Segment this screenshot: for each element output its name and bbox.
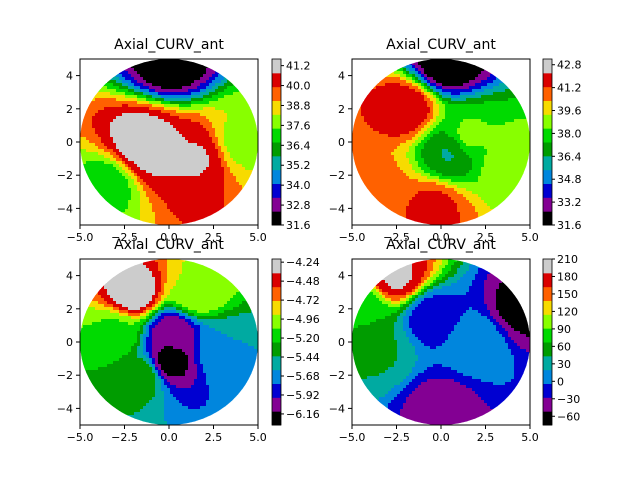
colorbar-tick-label: 36.4 (286, 139, 311, 152)
colorbar-tick-label: 42.8 (557, 59, 582, 72)
colorbar-tick-label: 60 (557, 340, 571, 353)
colorbar-tick-label: −4.48 (286, 275, 320, 288)
x-tick-label: 2.5 (477, 231, 495, 244)
x-tick-label: 5.0 (249, 431, 267, 444)
subplot-4: Axial_CURV_ant −5.0 −2.5 0.0 2.5 5.0 4 2 0 −2 −4 21… (329, 237, 580, 444)
y-tick-label: 2 (66, 303, 73, 316)
colorbar-tick-label: 41.2 (557, 82, 582, 95)
colorbar-tick-label: 210 (557, 253, 578, 266)
colorbar-tick-label: 38.8 (286, 99, 311, 112)
x-tick-label: −5.0 (339, 431, 366, 444)
y-tick-label: 0 (66, 136, 73, 149)
x-tick-label: 2.5 (205, 431, 223, 444)
x-tick-label: 5.0 (249, 231, 267, 244)
subplot-1: Axial_CURV_ant −5.0 −2.5 0.0 2.5 5.0 4 2 0 −2 −4 41… (57, 37, 311, 244)
colorbar-tick-label: 0 (557, 375, 564, 388)
x-tick-label: 0.0 (160, 231, 178, 244)
y-tick-label: −4 (57, 202, 73, 215)
colorbar-tick-label: 30 (557, 358, 571, 371)
contour-field (80, 59, 258, 225)
y-tick-label: 0 (338, 136, 345, 149)
y-tick-label: 0 (338, 336, 345, 349)
colorbar-tick-label: 31.6 (286, 219, 311, 232)
y-tick-label: 4 (338, 70, 345, 83)
contour-field (352, 59, 530, 225)
y-tick-label: 4 (66, 270, 73, 283)
colorbar-tick-label: 33.2 (557, 196, 582, 209)
y-tick-label: −2 (329, 369, 345, 382)
colorbar-tick-label: −5.68 (286, 370, 320, 383)
y-tick-label: −2 (57, 169, 73, 182)
x-tick-label: −2.5 (383, 231, 410, 244)
colorbar-tick-label: 150 (557, 288, 578, 301)
colorbar-tick-label: 39.6 (557, 105, 582, 118)
contour-field (352, 259, 530, 425)
subplot-title: Axial_CURV_ant (114, 237, 224, 253)
colorbar-tick-label: 38.0 (557, 127, 582, 140)
x-tick-label: 2.5 (477, 431, 495, 444)
colorbar-tick-label: −30 (557, 393, 580, 406)
colorbar-tick-label: 37.6 (286, 119, 311, 132)
subplot-title: Axial_CURV_ant (386, 237, 496, 253)
y-tick-label: −4 (329, 402, 345, 415)
y-tick-label: −2 (57, 369, 73, 382)
y-tick-label: 0 (66, 336, 73, 349)
y-tick-label: 2 (338, 303, 345, 316)
y-tick-label: −2 (329, 169, 345, 182)
colorbar-tick-label: −6.16 (286, 408, 320, 421)
x-tick-label: −5.0 (67, 231, 94, 244)
x-tick-label: 0.0 (432, 431, 450, 444)
y-tick-label: −4 (57, 402, 73, 415)
x-tick-label: 2.5 (205, 231, 223, 244)
colorbar-tick-label: 36.4 (557, 150, 582, 163)
colorbar-tick-label: −60 (557, 410, 580, 423)
x-tick-label: −5.0 (339, 231, 366, 244)
subplot-title: Axial_CURV_ant (114, 37, 224, 53)
colorbar-tick-label: 41.2 (286, 60, 311, 73)
x-tick-label: 5.0 (521, 231, 539, 244)
colorbar: 41.2 40.0 38.8 37.6 36.4 35.2 34.0 32.8 31.6 (271, 58, 311, 232)
colorbar-tick-label: 180 (557, 270, 578, 283)
colorbar-tick-label: −5.20 (286, 332, 320, 345)
colorbar-tick-label: 34.0 (286, 179, 311, 192)
colorbar-tick-label: 120 (557, 305, 578, 318)
y-tick-label: 2 (338, 103, 345, 116)
x-tick-label: −2.5 (111, 231, 138, 244)
y-tick-label: 4 (66, 70, 73, 83)
subplot-title: Axial_CURV_ant (386, 37, 496, 53)
colorbar-tick-label: −4.96 (286, 313, 320, 326)
contour-field (80, 259, 258, 425)
colorbar-tick-label: 32.8 (286, 199, 311, 212)
colorbar-tick-label: 40.0 (286, 80, 311, 93)
y-tick-label: −4 (329, 202, 345, 215)
colorbar-tick-label: 90 (557, 323, 571, 336)
x-tick-label: −2.5 (111, 431, 138, 444)
colorbar-tick-label: −4.72 (286, 294, 320, 307)
colorbar-tick-label: 31.6 (557, 219, 582, 232)
x-tick-label: 0.0 (432, 231, 450, 244)
colorbar-tick-label: 35.2 (286, 159, 311, 172)
colorbar: −4.24 −4.48 −4.72 −4.96 −5.20 −5.44 −5.68 −5.92… (271, 256, 320, 426)
x-tick-label: 5.0 (521, 431, 539, 444)
colorbar-tick-label: −4.24 (286, 256, 320, 269)
y-tick-label: 4 (338, 270, 345, 283)
colorbar-tick-label: −5.44 (286, 351, 320, 364)
x-tick-label: −2.5 (383, 431, 410, 444)
colorbar-tick-label: −5.92 (286, 389, 320, 402)
subplot-3: Axial_CURV_ant −5.0 −2.5 0.0 2.5 5.0 4 2 0 −2 −4 −4… (57, 237, 320, 444)
subplot-2: Axial_CURV_ant −5.0 −2.5 0.0 2.5 5.0 4 2 0 −2 −4 42… (329, 37, 582, 244)
y-tick-label: 2 (66, 103, 73, 116)
colorbar: 42.8 41.2 39.6 38.0 36.4 34.8 33.2 31.6 (542, 58, 582, 232)
x-tick-label: 0.0 (160, 431, 178, 444)
colorbar: 210 180 150 120 90 60 30 0 −30 −60 (542, 253, 580, 426)
x-tick-label: −5.0 (67, 431, 94, 444)
colorbar-tick-label: 34.8 (557, 173, 582, 186)
